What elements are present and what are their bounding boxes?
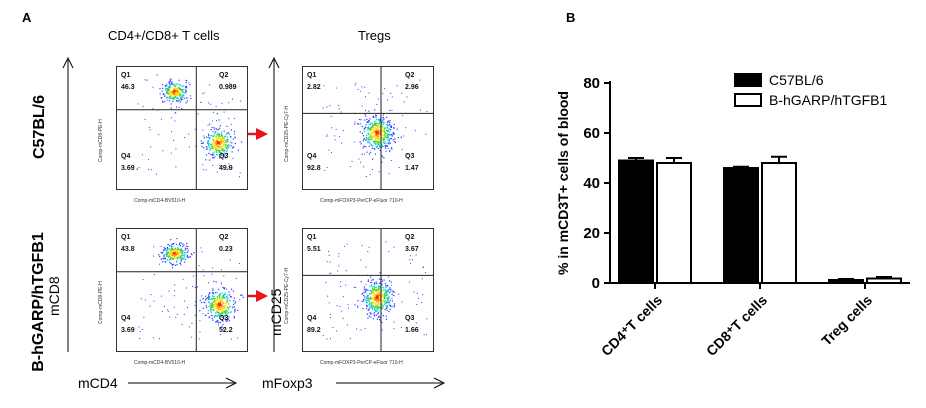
q1-value: 2.82 (307, 84, 321, 91)
x-axis-arrow-left (128, 377, 238, 389)
flow-x-axis-label: Comp-mFOXP3-PerCP-eFluor 710-H (320, 198, 403, 204)
bar-chart: 0 20 40 60 80 % in mCD3T+ cells of blood CD4⁺T… (555, 72, 910, 359)
bar (866, 277, 902, 284)
legend-swatch (734, 73, 762, 87)
q2-label: Q2 (219, 234, 229, 241)
y-tick-label: 40 (583, 175, 600, 192)
q2-value: 3.67 (405, 246, 419, 253)
q4-label: Q4 (121, 153, 131, 160)
y-tick-label: 0 (592, 275, 600, 292)
bar (656, 162, 692, 284)
x-tick-label: Treg cells (818, 292, 875, 349)
flow-y-axis-label: Comp-mCD8-PE-H (98, 281, 104, 324)
y-tick-label: 60 (583, 125, 600, 142)
y-axis-title: % in mCD3T+ cells of blood (555, 91, 571, 275)
q4-label: Q4 (307, 315, 317, 322)
flow-dots (117, 67, 247, 189)
q4-label: Q4 (121, 315, 131, 322)
row1-label: C57BL/6 (31, 94, 48, 160)
q2-value: 0.989 (219, 84, 237, 91)
x-marker-left: mCD4 (78, 375, 118, 391)
bar (618, 159, 654, 284)
flow-dots (303, 67, 433, 189)
q1-value: 43.8 (121, 246, 135, 253)
q4-value: 89.2 (307, 327, 321, 334)
y-axis-arrow-right (268, 56, 280, 352)
x-tick-label: CD4⁺T cells (598, 292, 665, 359)
flow-plot-1: Q1 46.3 Q2 0.989 Q4 3.69 Q3 49.9 (116, 66, 248, 190)
flow-x-axis-label: Comp-mFOXP3-PerCP-eFluor 710-H (320, 360, 403, 366)
y-marker-right: mCD25 (268, 288, 284, 336)
q2-value: 2.96 (405, 84, 419, 91)
x-marker-right: mFoxp3 (262, 375, 313, 391)
q3-label: Q3 (405, 315, 415, 322)
q1-value: 46.3 (121, 84, 135, 91)
q4-value: 3.69 (121, 165, 135, 172)
panel-b-letter: B (566, 10, 576, 25)
flow-x-axis-label: Comp-mCD4-BV510-H (134, 360, 186, 366)
panel-a-letter: A (22, 10, 32, 25)
flow-plot-4: Q1 5.51 Q2 3.67 Q4 89.2 Q3 1.66 (302, 228, 434, 352)
y-axis-arrow-left (62, 56, 74, 352)
legend-label: C57BL/6 (769, 72, 824, 88)
flow-plot-3: Q1 43.8 Q2 0.23 Q4 3.69 Q3 52.2 (116, 228, 248, 352)
q3-label: Q3 (219, 153, 229, 160)
q2-label: Q2 (219, 72, 229, 79)
legend-swatch (734, 93, 762, 107)
x-axis-arrow-right (336, 377, 446, 389)
flow-plot-2: Q1 2.82 Q2 2.96 Q4 92.8 Q3 1.47 (302, 66, 434, 190)
q4-label: Q4 (307, 153, 317, 160)
flow-x-axis-label: Comp-mCD4-BV510-H (134, 198, 186, 204)
q2-label: Q2 (405, 72, 415, 79)
bar (828, 279, 864, 284)
flow-dots (117, 229, 247, 351)
flow-dots (303, 229, 433, 351)
q4-value: 92.8 (307, 165, 321, 172)
q1-value: 5.51 (307, 246, 321, 253)
q1-label: Q1 (121, 234, 131, 241)
bar (723, 167, 759, 284)
q3-value: 1.66 (405, 327, 419, 334)
q2-label: Q2 (405, 234, 415, 241)
q1-label: Q1 (121, 72, 131, 79)
q3-value: 52.2 (219, 327, 233, 334)
legend-label: B-hGARP/hTGFB1 (769, 92, 887, 108)
col1-title: CD4+/CD8+ T cells (108, 28, 220, 43)
bar (761, 162, 797, 284)
q1-label: Q1 (307, 72, 317, 79)
y-tick-label: 80 (583, 75, 600, 92)
flow-y-axis-label: Comp-mCD25-PE-Cy7-H (284, 105, 290, 162)
q1-label: Q1 (307, 234, 317, 241)
q3-value: 1.47 (405, 165, 419, 172)
flow-y-axis-label: Comp-mCD25-PE-Cy7-H (284, 267, 290, 324)
y-tick-label: 20 (583, 225, 600, 242)
x-tick-label: CD8⁺T cells (703, 292, 770, 359)
q3-label: Q3 (219, 315, 229, 322)
col2-title: Tregs (358, 28, 391, 43)
q3-label: Q3 (405, 153, 415, 160)
y-marker-left: mCD8 (46, 276, 62, 316)
q3-value: 49.9 (219, 165, 233, 172)
q4-value: 3.69 (121, 327, 135, 334)
flow-y-axis-label: Comp-mCD8-PE-H (98, 119, 104, 162)
q2-value: 0.23 (219, 246, 233, 253)
